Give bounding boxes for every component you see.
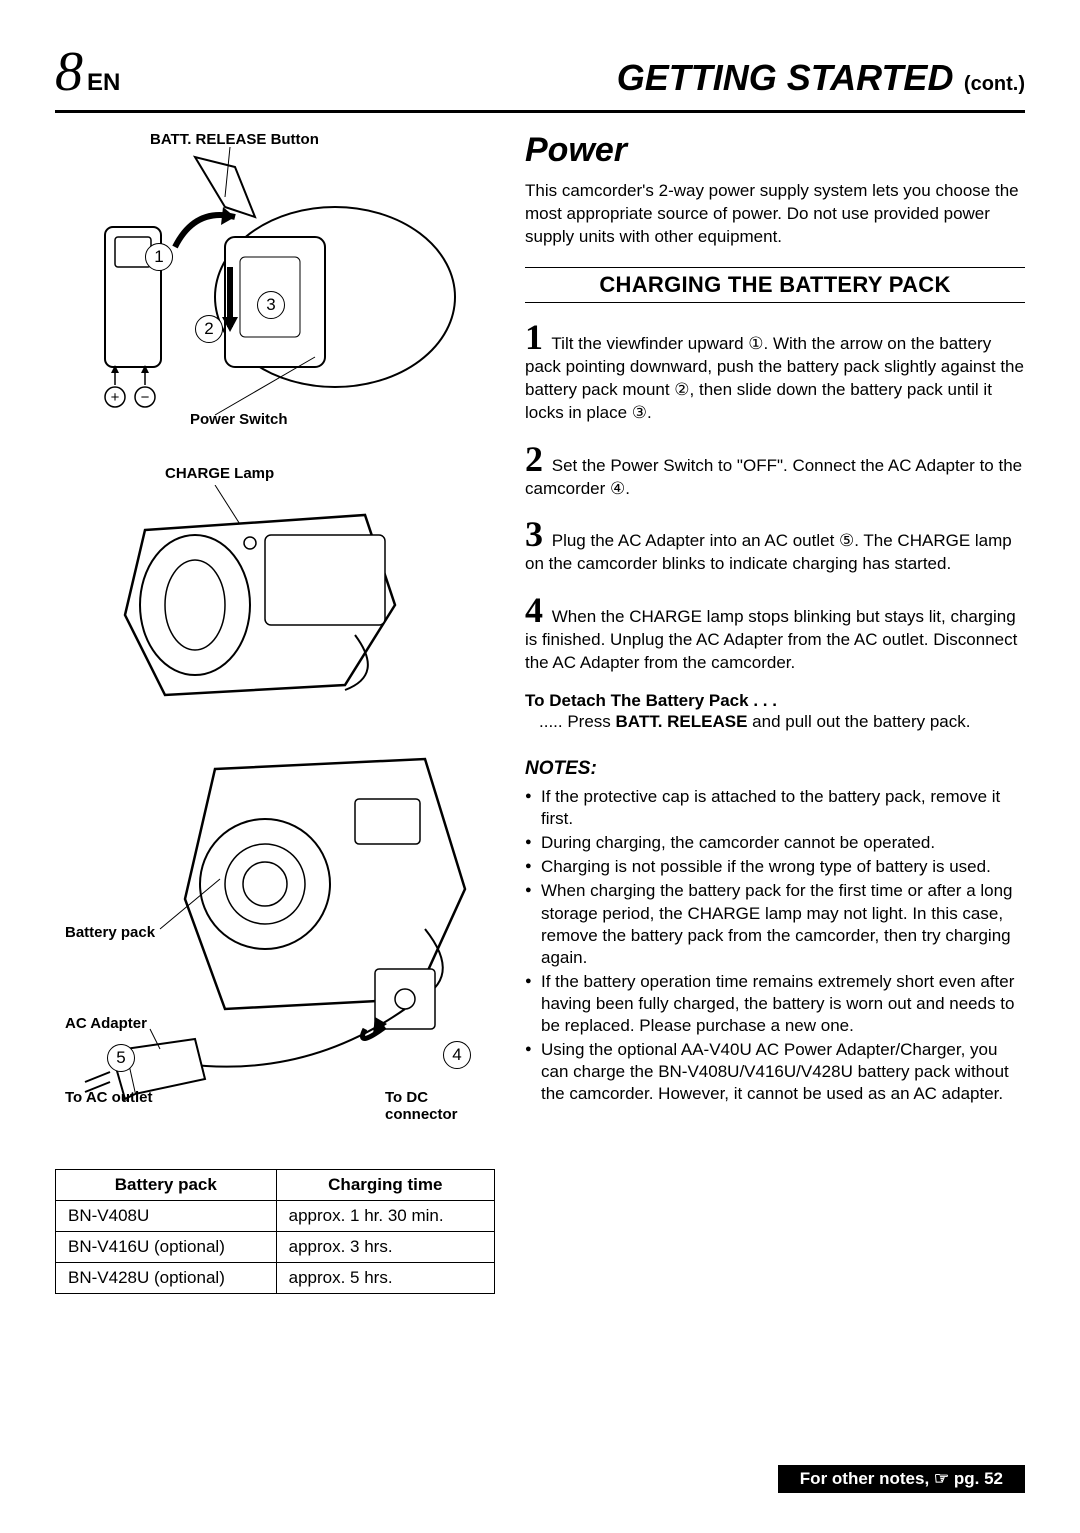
table-col-time: Charging time [276, 1170, 494, 1201]
page-number-block: 8EN [55, 40, 120, 104]
notes-heading: NOTES: [525, 758, 1025, 780]
header-title-block: GETTING STARTED (cont.) [617, 57, 1025, 99]
svg-text:−: − [141, 389, 150, 406]
table-col-battery: Battery pack [56, 1170, 277, 1201]
svg-text:+: + [111, 389, 120, 406]
right-column: Power This camcorder's 2-way power suppl… [525, 131, 1025, 1294]
callout-1: 1 [145, 243, 173, 271]
header-cont: (cont.) [964, 73, 1025, 95]
detach-text: ..... Press BATT. RELEASE and pull out t… [525, 711, 1025, 734]
table-row: BN-V408U approx. 1 hr. 30 min. [56, 1201, 495, 1232]
table-row: BN-V428U (optional) approx. 5 hrs. [56, 1263, 495, 1294]
note-item: If the battery operation time remains ex… [525, 971, 1025, 1037]
note-item: When charging the battery pack for the f… [525, 880, 1025, 968]
page-lang: EN [87, 69, 120, 96]
step-1: 1 Tilt the viewfinder upward ①. With the… [525, 319, 1025, 425]
table-row: BN-V416U (optional) approx. 3 hrs. [56, 1232, 495, 1263]
detach-heading: To Detach The Battery Pack . . . [525, 691, 1025, 711]
callout-4: 4 [443, 1041, 471, 1069]
label-batt-release: BATT. RELEASE Button [150, 131, 319, 148]
label-ac-adapter: AC Adapter [65, 1015, 147, 1032]
callout-5: 5 [107, 1044, 135, 1072]
step-3: 3 Plug the AC Adapter into an AC outlet … [525, 516, 1025, 576]
label-power-switch: Power Switch [190, 411, 288, 428]
power-heading: Power [525, 131, 1025, 170]
note-item: If the protective cap is attached to the… [525, 786, 1025, 830]
left-column: BATT. RELEASE Button + − [55, 131, 495, 1294]
label-to-ac-outlet: To AC outlet [65, 1089, 152, 1106]
step-4: 4 When the CHARGE lamp stops blinking bu… [525, 592, 1025, 675]
page-number: 8 [55, 41, 83, 103]
diagram-ac-adapter: Battery pack AC Adapter 5 4 To AC outlet… [55, 749, 495, 1129]
note-item: Using the optional AA-V40U AC Power Adap… [525, 1039, 1025, 1105]
footer-note: For other notes, ☞ pg. 52 [778, 1465, 1025, 1493]
charging-time-table: Battery pack Charging time BN-V408U appr… [55, 1169, 495, 1294]
callout-2: 2 [195, 315, 223, 343]
label-charge-lamp: CHARGE Lamp [165, 465, 274, 482]
note-item: During charging, the camcorder cannot be… [525, 832, 1025, 854]
callout-3: 3 [257, 291, 285, 319]
diagram-charge-lamp: CHARGE Lamp [55, 465, 495, 725]
sub-heading: CHARGING THE BATTERY PACK [525, 267, 1025, 303]
header-title: GETTING STARTED [617, 57, 954, 98]
note-item: Charging is not possible if the wrong ty… [525, 856, 1025, 878]
step-2: 2 Set the Power Switch to "OFF". Connect… [525, 441, 1025, 501]
label-battery-pack: Battery pack [65, 924, 155, 941]
diagram-battery-mount: BATT. RELEASE Button + − [55, 131, 495, 441]
page-header: 8EN GETTING STARTED (cont.) [55, 40, 1025, 113]
notes-list: If the protective cap is attached to the… [525, 786, 1025, 1105]
label-to-dc-connector: To DC connector [385, 1089, 475, 1123]
intro-text: This camcorder's 2-way power supply syst… [525, 180, 1025, 249]
